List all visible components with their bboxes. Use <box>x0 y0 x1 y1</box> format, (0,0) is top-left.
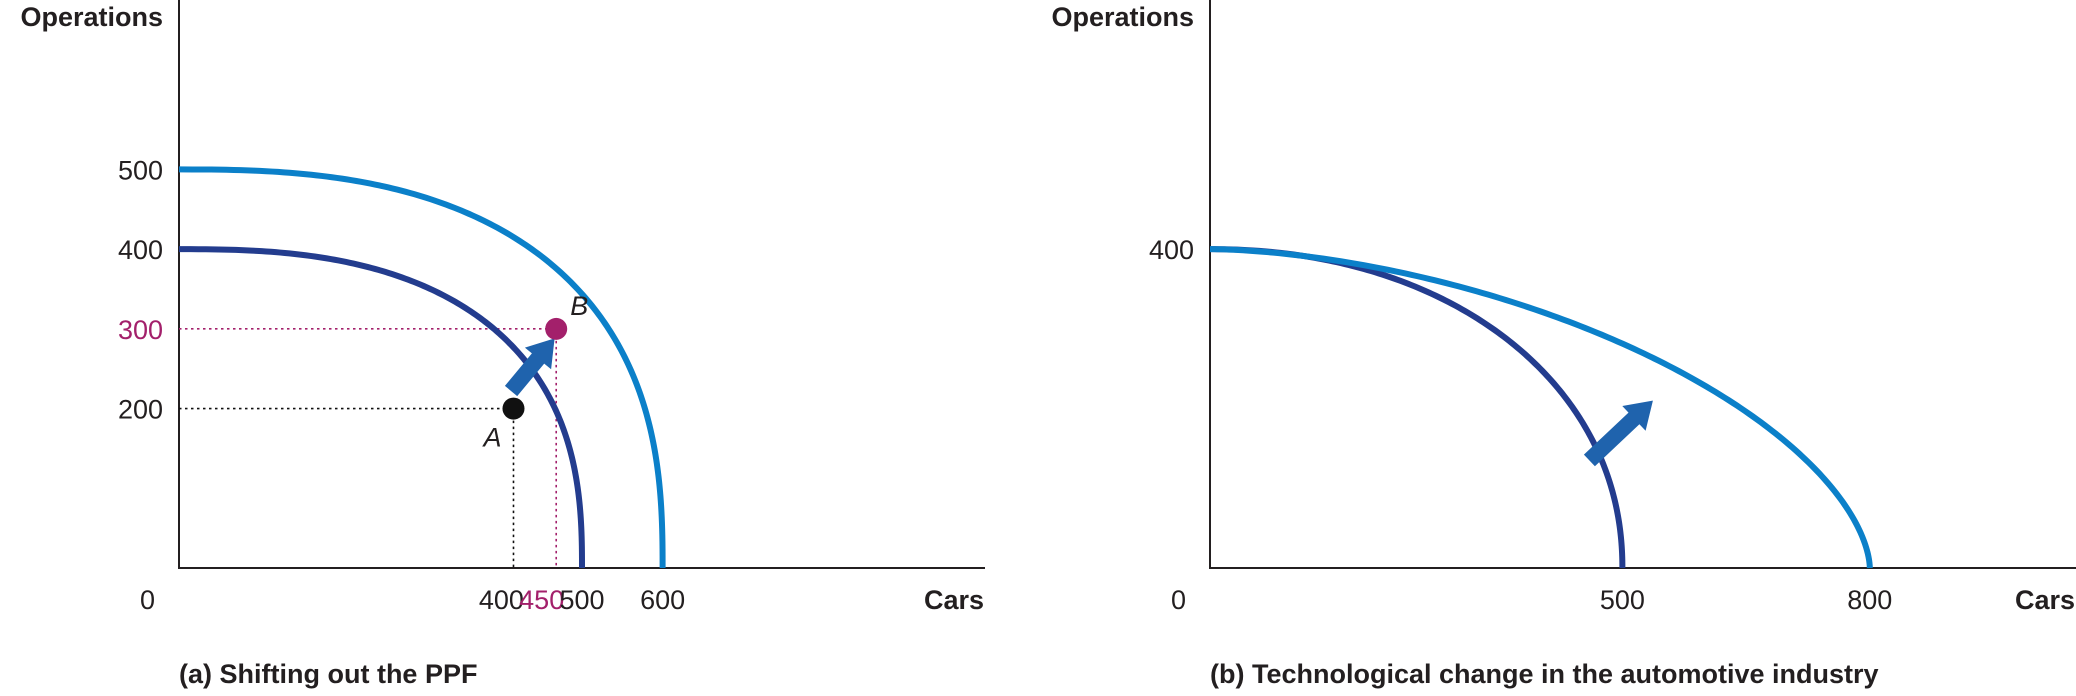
y-tick-label-400: 400 <box>1149 235 1194 265</box>
panel-a: Operations Cars 0 (a) Shifting out the PPF 4… <box>20 0 985 689</box>
x-axis-title: Cars <box>2015 585 2075 615</box>
origin-label: 0 <box>140 585 155 615</box>
ppf-curve-outer <box>1209 246 1873 569</box>
x-tick-label-800: 800 <box>1847 585 1892 615</box>
y-tick-label-300: 300 <box>118 315 163 345</box>
x-tick-label-600: 600 <box>640 585 685 615</box>
x-axis-title: Cars <box>924 585 984 615</box>
point-A <box>502 397 525 420</box>
chart-caption: (b) Technological change in the automoti… <box>1210 659 1879 689</box>
chart-caption: (a) Shifting out the PPF <box>179 659 477 689</box>
panel-b: Operations Cars 0 (b) Technological change … <box>1051 0 2076 689</box>
point-label-A: A <box>481 423 501 453</box>
shift-arrow <box>1583 400 1653 467</box>
x-tick-label-450: 450 <box>519 585 564 615</box>
origin-label: 0 <box>1171 585 1186 615</box>
y-tick-label-400: 400 <box>118 235 163 265</box>
shift-arrow <box>504 338 555 397</box>
point-B <box>545 317 568 340</box>
x-tick-label-500: 500 <box>559 585 604 615</box>
ppf-curve-outer <box>178 166 666 569</box>
y-tick-label-200: 200 <box>118 395 163 425</box>
ppf-curve-inner <box>1209 246 1626 569</box>
point-label-B: B <box>570 291 588 321</box>
ppf-curve-inner <box>178 246 585 569</box>
y-axis-title: Operations <box>20 2 163 32</box>
x-tick-label-500: 500 <box>1600 585 1645 615</box>
y-axis-title: Operations <box>1051 2 1194 32</box>
x-tick-label-400: 400 <box>479 585 524 615</box>
y-tick-label-500: 500 <box>118 155 163 185</box>
